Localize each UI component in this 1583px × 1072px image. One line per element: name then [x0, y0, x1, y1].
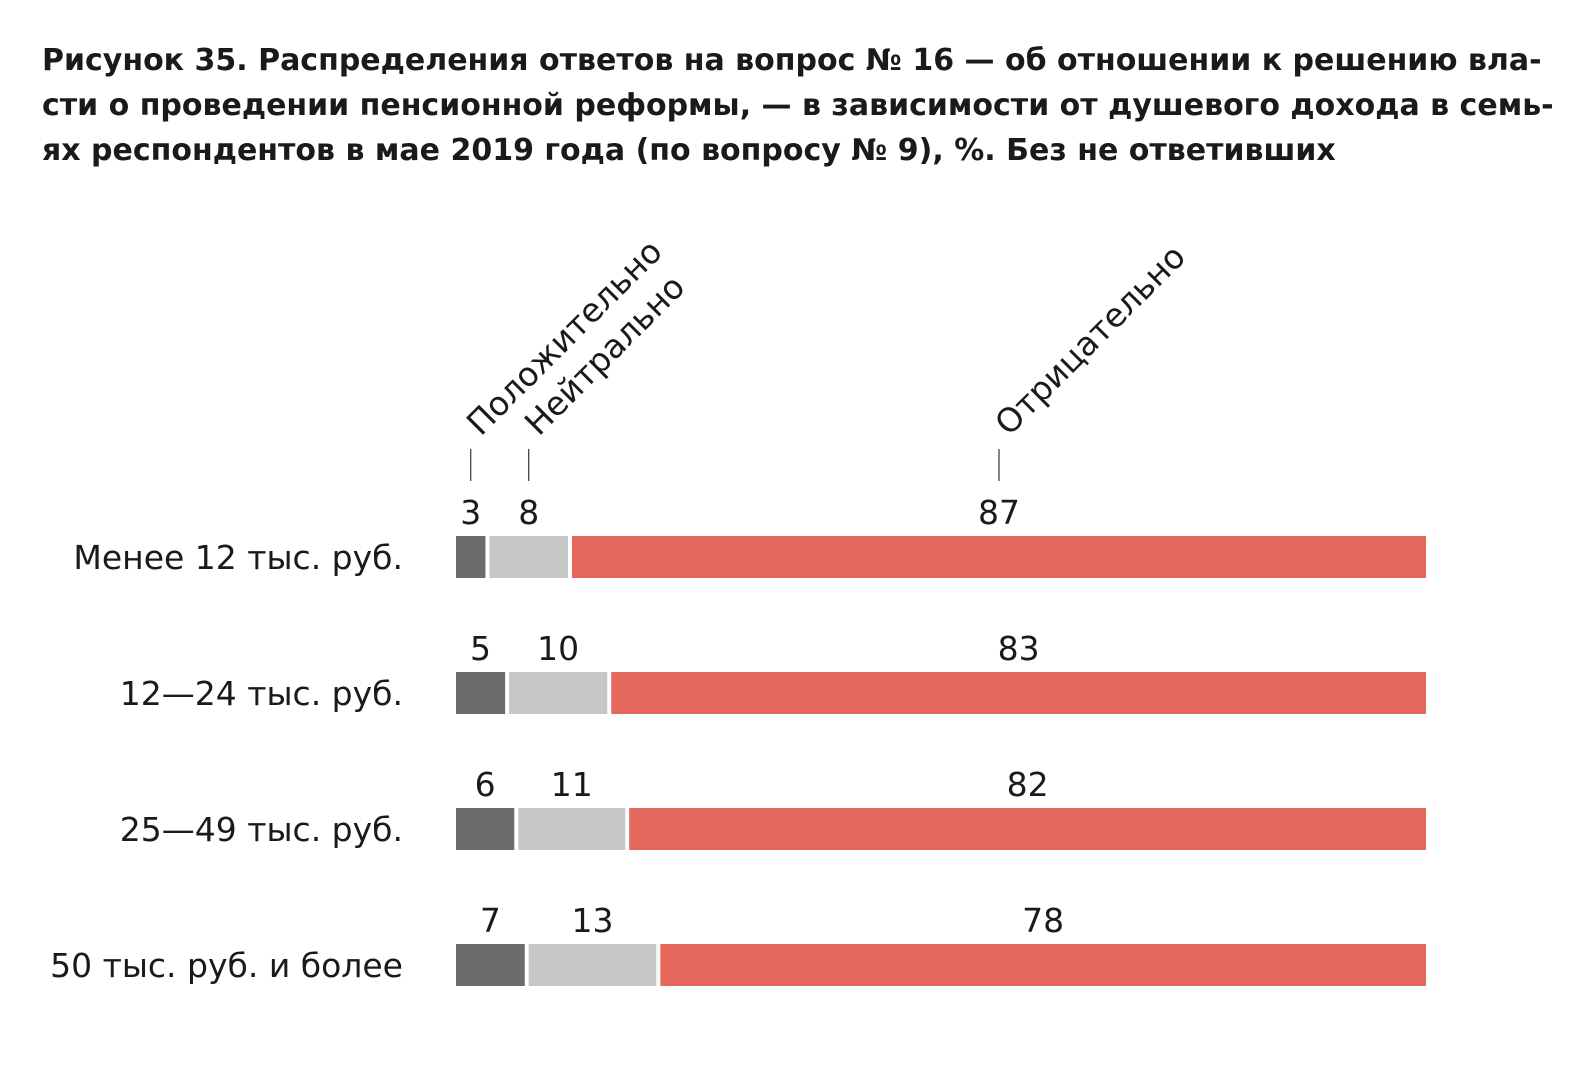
bar-segment-1 [456, 944, 525, 986]
figure-title-line-1: Рисунок 35. Распределения ответов на воп… [42, 43, 1542, 78]
data-label: 78 [1022, 901, 1064, 940]
figure-title-line-2: сти о проведении пенсионной реформы, — в… [42, 88, 1554, 123]
data-label: 11 [551, 765, 593, 804]
data-label: 13 [572, 901, 614, 940]
bar-segment-1 [456, 536, 486, 578]
data-label: 6 [475, 765, 496, 804]
category-label: Менее 12 тыс. руб. [73, 538, 403, 577]
category-label: 12—24 тыс. руб. [120, 674, 403, 713]
data-label: 8 [518, 493, 539, 532]
bar-segment-2 [518, 808, 626, 850]
bar-segment-3 [660, 944, 1426, 986]
category-label: 25—49 тыс. руб. [120, 810, 403, 849]
legend-label: Отрицательно [987, 237, 1193, 443]
bar-segment-2 [509, 672, 608, 714]
bar-segment-3 [611, 672, 1426, 714]
data-label: 83 [998, 629, 1040, 668]
bar-segment-3 [571, 536, 1426, 578]
data-label: 5 [470, 629, 491, 668]
data-label: 7 [480, 901, 501, 940]
figure-title-line-3: ях респондентов в мае 2019 года (по вопр… [42, 133, 1336, 168]
figure-title: Рисунок 35. Распределения ответов на воп… [42, 38, 1554, 173]
bar-segment-2 [489, 536, 568, 578]
bar-segment-2 [528, 944, 657, 986]
data-label: 10 [537, 629, 579, 668]
bar-segment-1 [456, 808, 515, 850]
data-label: 82 [1007, 765, 1049, 804]
category-label: 50 тыс. руб. и более [50, 946, 403, 985]
bar-segment-3 [629, 808, 1426, 850]
data-label: 3 [460, 493, 481, 532]
data-label: 87 [978, 493, 1020, 532]
bar-segment-1 [456, 672, 506, 714]
